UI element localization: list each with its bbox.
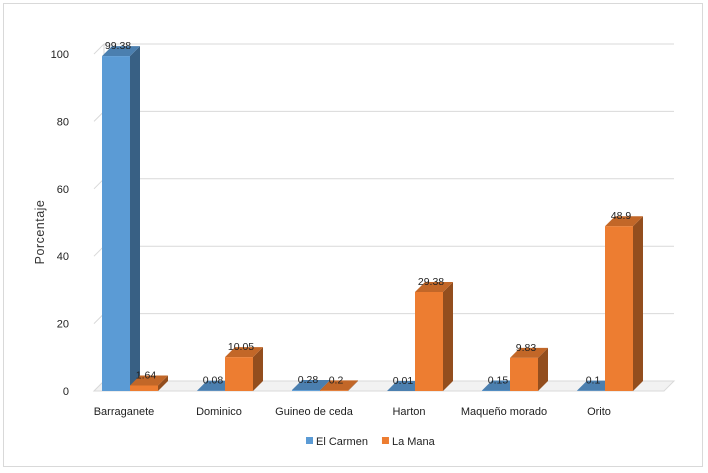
bar: [130, 385, 158, 391]
x-tick-label: Barraganete: [94, 406, 155, 418]
y-tick-label: 40: [57, 251, 69, 263]
data-label: 0.15: [488, 374, 509, 386]
x-tick-label: Maqueño morado: [461, 406, 547, 418]
y-tick-label: 100: [51, 49, 69, 61]
data-labels: 99.38 1.64 0.08 10.05 0.28 0.2 0.01 29.38 0.15 9.…: [105, 40, 632, 387]
bar: [482, 390, 510, 391]
bar-side: [633, 216, 643, 391]
gridlines: [93, 43, 674, 392]
data-label: 1.64: [136, 369, 157, 381]
bar-top: [605, 216, 643, 227]
data-label: 0.01: [393, 375, 414, 387]
bar: [292, 390, 320, 391]
bar: [605, 226, 633, 391]
bar-top: [102, 46, 140, 57]
data-label: 0.2: [329, 374, 344, 386]
legend-swatch: [306, 437, 313, 444]
data-label: 10.05: [228, 341, 254, 353]
bar-side: [253, 347, 263, 391]
bar: [320, 390, 348, 391]
legend: El Carmen La Mana: [306, 436, 436, 448]
bar: [415, 291, 443, 391]
bars: [102, 46, 643, 391]
data-label: 0.08: [203, 375, 224, 387]
data-label: 0.28: [298, 374, 319, 386]
bar: [225, 357, 253, 391]
bar-top: [225, 347, 263, 358]
y-tick-label: 80: [57, 116, 69, 128]
y-tick-label: 0: [63, 386, 69, 398]
bar: [510, 357, 538, 391]
bar-side: [130, 46, 140, 391]
bar-side: [443, 281, 453, 391]
chart-frame: 0 20 40 60 80 100 Porcentaje 99.38 1.64 0.08 10.…: [3, 3, 703, 467]
x-tick-label: Orito: [587, 406, 611, 418]
bar-top: [130, 375, 168, 386]
bar-side: [538, 347, 548, 391]
legend-swatch: [381, 437, 389, 444]
bar-top: [292, 380, 330, 391]
y-axis-label: Porcentaje: [33, 200, 47, 265]
data-label: 99.38: [105, 40, 131, 52]
bar-side: [158, 375, 168, 391]
y-tick-label: 60: [57, 184, 69, 196]
x-tick-label: Harton: [392, 406, 425, 418]
y-axis-ticks: 0 20 40 60 80 100: [51, 49, 69, 398]
data-label: 0.1: [586, 375, 601, 387]
category-labels: Barraganete Dominico Guineo de ceda Harton M…: [94, 406, 611, 418]
data-label: 9.83: [516, 342, 537, 354]
bar-chart: 0 20 40 60 80 100 Porcentaje 99.38 1.64 0.08 10.…: [33, 40, 676, 448]
bar-top: [320, 380, 358, 391]
x-tick-label: Guineo de ceda: [275, 406, 354, 418]
bar: [102, 56, 130, 391]
y-tick-label: 20: [57, 319, 69, 331]
legend-entry: La Mana: [392, 436, 436, 448]
bar-top: [510, 347, 548, 358]
data-label: 48.9: [611, 210, 632, 222]
gridline-edge: [93, 43, 105, 55]
bar-side: [348, 380, 358, 391]
bar-top: [415, 281, 453, 292]
legend-entry: El Carmen: [316, 436, 368, 448]
data-label: 29.38: [418, 276, 444, 288]
x-tick-label: Dominico: [196, 406, 242, 418]
